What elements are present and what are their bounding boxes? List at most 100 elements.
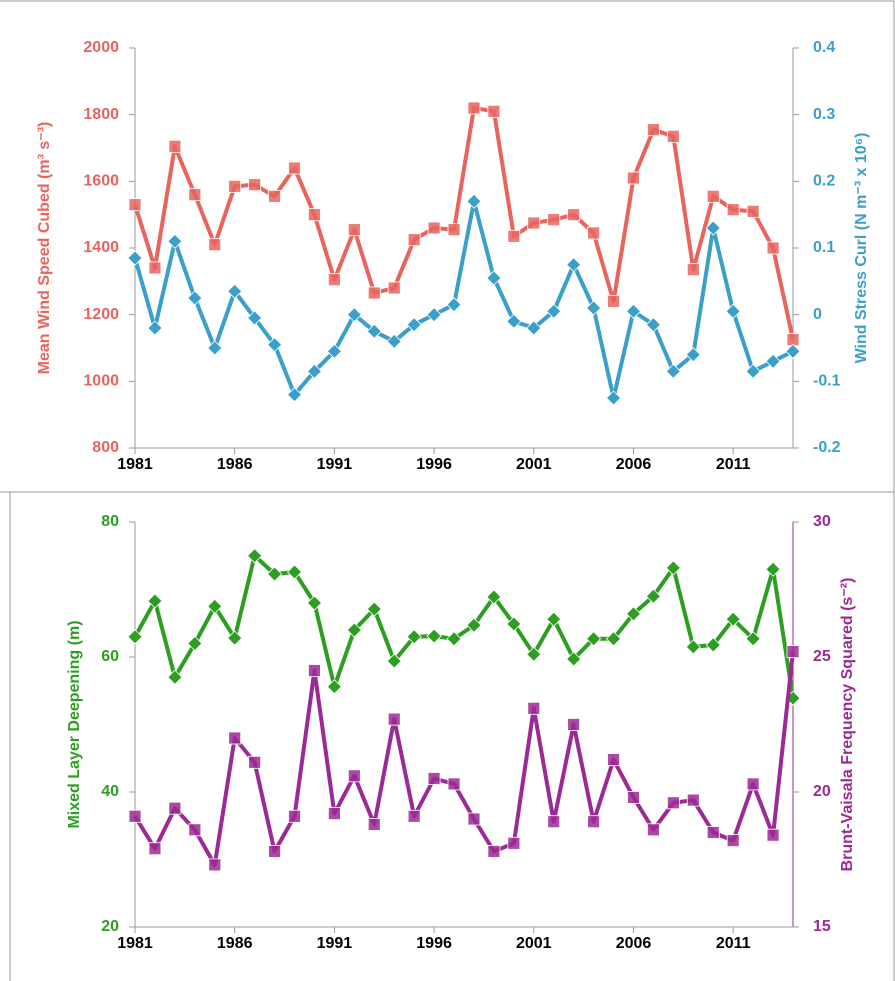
- marker: [127, 629, 143, 645]
- marker: [228, 731, 242, 745]
- marker: [766, 241, 780, 255]
- series-line: [133, 651, 795, 867]
- y-axis-label: Mean Wind Speed Cubed (m³ s⁻³): [36, 122, 53, 375]
- marker: [605, 631, 622, 647]
- marker: [247, 310, 263, 326]
- marker: [366, 601, 382, 617]
- marker: [507, 229, 521, 243]
- marker: [427, 772, 441, 785]
- marker: [607, 294, 620, 308]
- x-tick-label: 1996: [416, 456, 452, 473]
- marker: [647, 823, 660, 837]
- marker: [685, 347, 701, 363]
- marker: [227, 283, 243, 299]
- marker: [526, 646, 542, 662]
- marker: [627, 171, 640, 185]
- marker: [486, 270, 502, 286]
- marker: [288, 809, 301, 823]
- marker: [407, 809, 421, 823]
- marker: [248, 178, 262, 192]
- marker: [188, 823, 202, 837]
- marker: [726, 203, 740, 217]
- y-tick-label: 80: [101, 513, 119, 530]
- marker: [327, 807, 341, 820]
- marker: [666, 129, 680, 143]
- x-tick-label: 1991: [317, 935, 353, 952]
- y-tick-label: 60: [101, 648, 119, 665]
- marker: [147, 593, 163, 609]
- marker: [547, 213, 561, 227]
- marker: [487, 845, 501, 858]
- marker: [308, 208, 321, 222]
- marker: [765, 561, 781, 577]
- marker: [746, 204, 760, 218]
- marker: [686, 793, 700, 807]
- marker: [705, 637, 721, 653]
- x-tick-label: 1981: [117, 456, 153, 473]
- marker: [207, 598, 223, 614]
- marker: [406, 629, 422, 645]
- y2-tick-label: -0.2: [813, 439, 841, 456]
- x-tick-label: 1996: [416, 935, 452, 952]
- y2-tick-label: 20: [813, 783, 831, 800]
- x-tick-label: 2001: [516, 456, 552, 473]
- y2-tick-label: 0.3: [813, 106, 835, 123]
- marker: [346, 622, 362, 638]
- series-line: [133, 553, 795, 699]
- marker: [527, 216, 541, 230]
- y-tick-label: 1000: [83, 373, 119, 390]
- y2-axis-label: Brunt-Vaisala Frequency Squared (s⁻²): [839, 578, 856, 872]
- marker: [127, 250, 143, 266]
- marker: [706, 826, 720, 839]
- marker: [347, 223, 361, 237]
- y2-tick-label: 25: [813, 648, 831, 665]
- marker: [467, 101, 481, 115]
- marker: [627, 791, 640, 804]
- marker: [267, 566, 283, 582]
- marker: [625, 303, 642, 319]
- marker: [547, 815, 561, 829]
- marker: [745, 631, 761, 647]
- marker: [386, 653, 402, 669]
- marker: [746, 777, 760, 791]
- marker: [167, 233, 183, 249]
- marker: [766, 828, 780, 842]
- y2-axis-label: Wind Stress Curl (N m⁻³ x 10⁶): [853, 133, 870, 364]
- y2-tick-label: 0: [813, 306, 822, 323]
- marker: [147, 320, 163, 336]
- y-tick-label: 1600: [83, 173, 119, 190]
- marker: [427, 221, 441, 235]
- marker: [367, 286, 381, 300]
- marker: [725, 303, 741, 319]
- marker: [605, 390, 622, 406]
- marker: [507, 836, 521, 850]
- y-tick-label: 20: [101, 918, 119, 935]
- marker: [685, 639, 701, 655]
- marker: [745, 363, 761, 379]
- x-tick-label: 2011: [716, 456, 751, 473]
- y2-tick-label: 0.1: [813, 239, 835, 256]
- marker: [208, 858, 222, 872]
- x-tick-label: 2006: [616, 935, 652, 952]
- series-line: [133, 199, 794, 400]
- marker: [347, 769, 361, 783]
- marker: [546, 303, 562, 319]
- marker: [306, 595, 323, 611]
- marker: [268, 845, 281, 858]
- marker: [208, 238, 222, 252]
- marker: [725, 611, 741, 627]
- marker: [367, 818, 381, 831]
- marker: [248, 755, 262, 769]
- y-tick-label: 2000: [83, 39, 119, 56]
- marker: [128, 198, 142, 212]
- x-tick-label: 1986: [217, 935, 253, 952]
- marker: [526, 320, 542, 336]
- marker: [168, 801, 182, 815]
- marker: [466, 193, 482, 209]
- marker: [587, 815, 601, 829]
- marker: [326, 343, 342, 359]
- marker: [228, 179, 242, 193]
- x-tick-label: 2001: [516, 935, 552, 952]
- marker: [187, 635, 203, 652]
- marker: [527, 701, 541, 715]
